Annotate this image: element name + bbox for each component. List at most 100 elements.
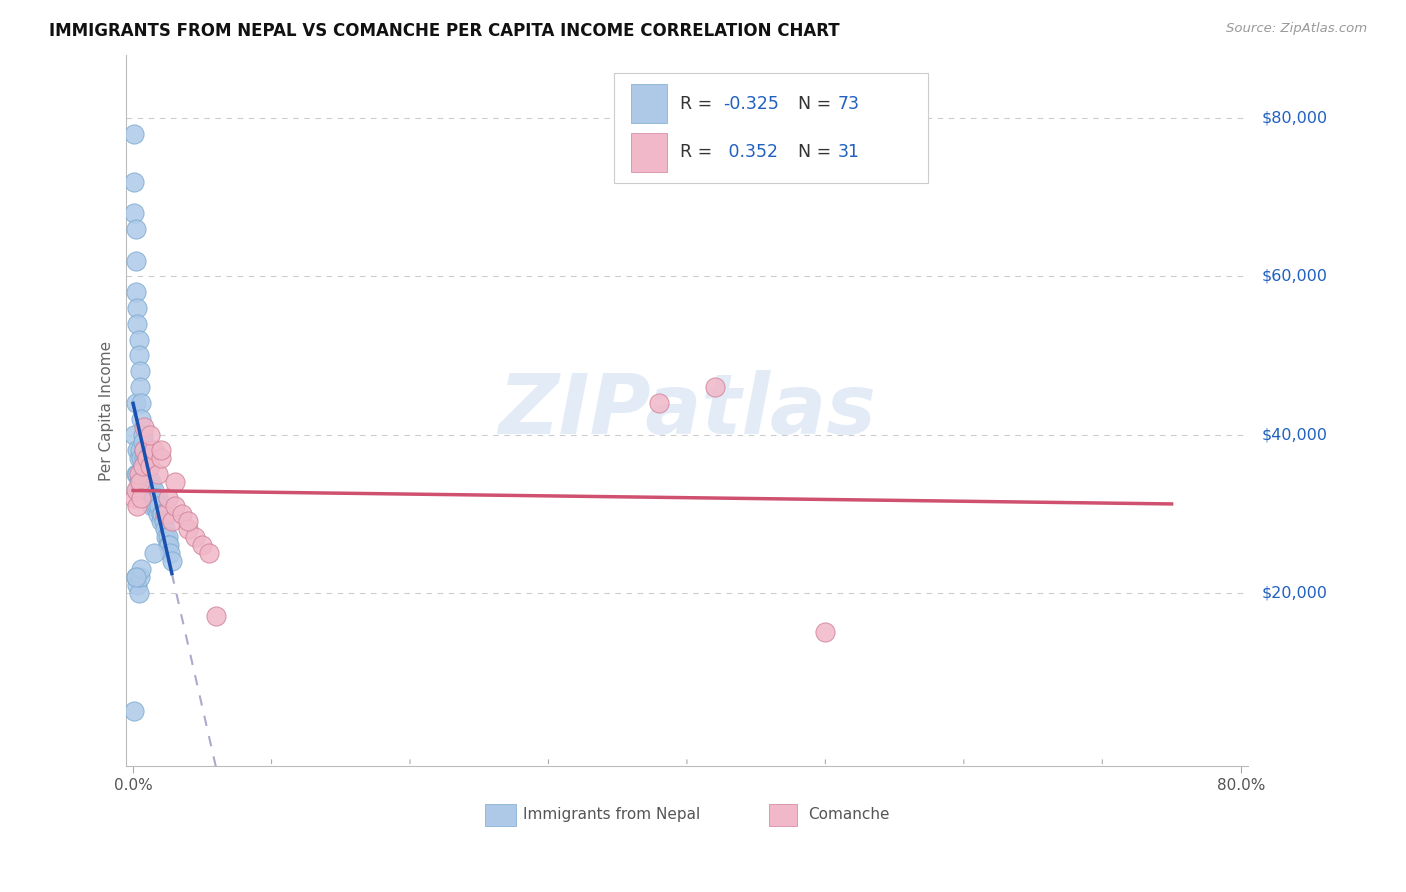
- Point: [127, 577, 149, 591]
- Point: [132, 435, 155, 450]
- Point: [131, 396, 153, 410]
- Point: [155, 530, 177, 544]
- Point: [150, 507, 173, 521]
- Point: [160, 515, 183, 529]
- Point: [125, 396, 148, 410]
- Point: [141, 499, 163, 513]
- Point: [139, 475, 162, 489]
- Point: [156, 538, 179, 552]
- Point: [134, 419, 156, 434]
- Point: [125, 222, 148, 236]
- Point: [142, 483, 165, 497]
- Text: 73: 73: [837, 95, 859, 112]
- Text: $80,000: $80,000: [1261, 111, 1327, 126]
- Point: [131, 411, 153, 425]
- Point: [136, 459, 159, 474]
- Point: [157, 538, 180, 552]
- Text: ZIPatlas: ZIPatlas: [498, 370, 876, 451]
- Point: [124, 175, 146, 189]
- Point: [136, 467, 159, 481]
- Point: [132, 459, 155, 474]
- Point: [703, 380, 725, 394]
- Text: Source: ZipAtlas.com: Source: ZipAtlas.com: [1226, 22, 1367, 36]
- Text: $40,000: $40,000: [1261, 427, 1327, 442]
- Point: [134, 467, 156, 481]
- Point: [128, 349, 150, 363]
- Point: [129, 364, 152, 378]
- Point: [129, 467, 152, 481]
- Point: [153, 522, 176, 536]
- Point: [129, 475, 152, 489]
- Point: [135, 459, 157, 474]
- Point: [146, 507, 169, 521]
- Point: [131, 475, 153, 489]
- Point: [132, 459, 155, 474]
- Point: [129, 443, 152, 458]
- Text: $60,000: $60,000: [1261, 269, 1327, 284]
- Point: [136, 475, 159, 489]
- Point: [149, 507, 172, 521]
- Point: [148, 499, 170, 513]
- Point: [132, 427, 155, 442]
- Point: [156, 491, 179, 505]
- Text: 31: 31: [837, 144, 859, 161]
- Text: R =: R =: [681, 95, 718, 112]
- Point: [125, 285, 148, 300]
- Point: [170, 507, 193, 521]
- Point: [124, 704, 146, 718]
- Point: [149, 451, 172, 466]
- Point: [142, 546, 165, 560]
- Text: Immigrants from Nepal: Immigrants from Nepal: [523, 807, 700, 822]
- Point: [143, 491, 166, 505]
- Point: [136, 451, 159, 466]
- Point: [153, 507, 176, 521]
- Point: [125, 253, 148, 268]
- Point: [138, 483, 160, 497]
- Point: [138, 427, 160, 442]
- Point: [124, 491, 146, 505]
- Point: [145, 499, 167, 513]
- Point: [198, 546, 221, 560]
- Point: [125, 467, 148, 481]
- Point: [156, 530, 179, 544]
- FancyBboxPatch shape: [631, 133, 666, 172]
- Point: [142, 443, 165, 458]
- Point: [159, 546, 181, 560]
- Point: [191, 538, 214, 552]
- Point: [177, 522, 200, 536]
- Point: [131, 562, 153, 576]
- Point: [814, 625, 837, 640]
- Point: [127, 301, 149, 315]
- Point: [131, 491, 153, 505]
- Point: [128, 475, 150, 489]
- Point: [128, 467, 150, 481]
- Point: [143, 499, 166, 513]
- Point: [127, 483, 149, 497]
- Point: [139, 491, 162, 505]
- Point: [135, 451, 157, 466]
- Point: [160, 554, 183, 568]
- Point: [163, 499, 186, 513]
- Point: [152, 515, 174, 529]
- Text: Comanche: Comanche: [808, 807, 890, 822]
- Point: [177, 515, 200, 529]
- Point: [134, 451, 156, 466]
- Point: [125, 570, 148, 584]
- Point: [149, 443, 172, 458]
- FancyBboxPatch shape: [614, 73, 928, 183]
- Point: [127, 317, 149, 331]
- Y-axis label: Per Capita Income: Per Capita Income: [100, 341, 114, 481]
- Point: [127, 499, 149, 513]
- Point: [135, 475, 157, 489]
- Point: [136, 467, 159, 481]
- Point: [134, 443, 156, 458]
- Point: [149, 515, 172, 529]
- Point: [184, 530, 207, 544]
- Point: [138, 459, 160, 474]
- Point: [136, 483, 159, 497]
- Point: [128, 333, 150, 347]
- FancyBboxPatch shape: [485, 805, 516, 825]
- Point: [129, 570, 152, 584]
- FancyBboxPatch shape: [769, 805, 797, 825]
- Point: [205, 609, 228, 624]
